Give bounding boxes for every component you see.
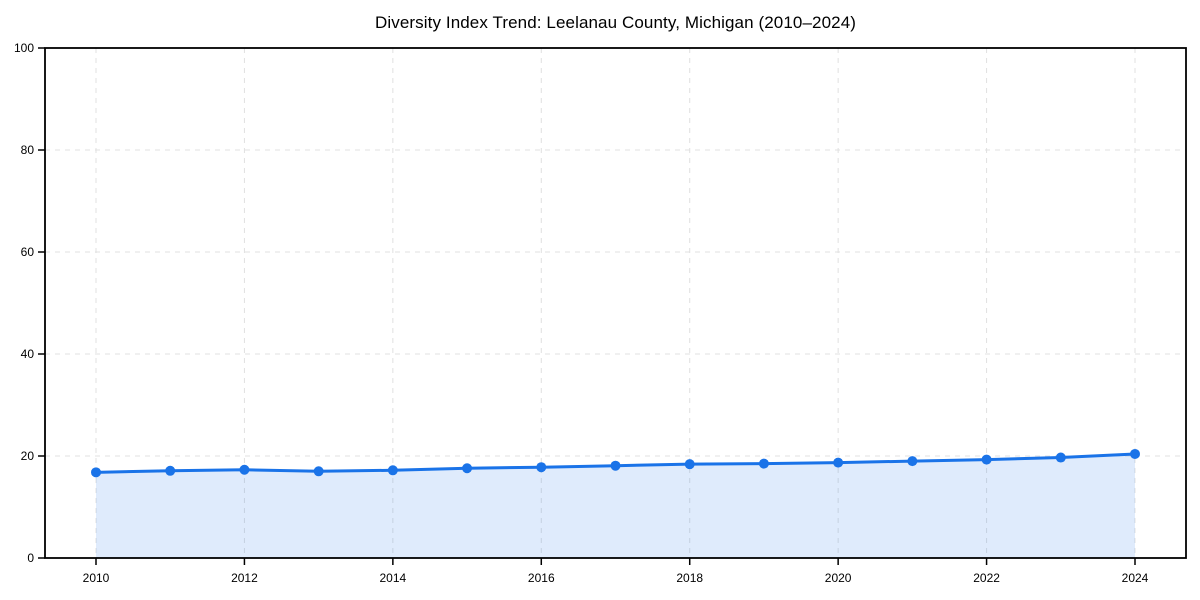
plot-frame xyxy=(44,47,1187,559)
y-tick-label: 80 xyxy=(21,143,35,157)
data-point-marker xyxy=(313,466,324,477)
data-point-marker xyxy=(981,454,992,465)
data-point-marker xyxy=(239,464,250,475)
data-point-marker xyxy=(758,458,769,469)
x-tick-label: 2010 xyxy=(83,571,110,585)
y-tick-label: 40 xyxy=(21,347,35,361)
data-point-marker xyxy=(684,459,695,470)
x-tick-label: 2018 xyxy=(676,571,703,585)
data-point-marker xyxy=(387,465,398,476)
x-tick-label: 2014 xyxy=(380,571,407,585)
data-point-marker xyxy=(833,457,844,468)
chart-title: Diversity Index Trend: Leelanau County, … xyxy=(374,13,857,32)
x-tick-label: 2024 xyxy=(1122,571,1149,585)
data-point-marker xyxy=(91,467,101,478)
data-point-marker xyxy=(536,462,547,473)
data-point-marker xyxy=(1055,452,1066,463)
data-point-marker xyxy=(462,463,473,474)
y-tick-label: 60 xyxy=(21,245,35,259)
y-tick-label: 20 xyxy=(21,449,35,463)
x-tick-label: 2012 xyxy=(231,571,258,585)
x-tick-label: 2022 xyxy=(973,571,1000,585)
data-point-marker xyxy=(1130,448,1140,459)
y-tick-label: 0 xyxy=(27,551,34,565)
y-tick-label: 100 xyxy=(14,41,34,55)
data-point-marker xyxy=(907,456,918,467)
data-point-marker xyxy=(610,460,621,471)
x-tick-label: 2020 xyxy=(825,571,852,585)
data-point-marker xyxy=(165,465,176,476)
area-fill xyxy=(96,453,1135,558)
x-tick-label: 2016 xyxy=(528,571,555,585)
